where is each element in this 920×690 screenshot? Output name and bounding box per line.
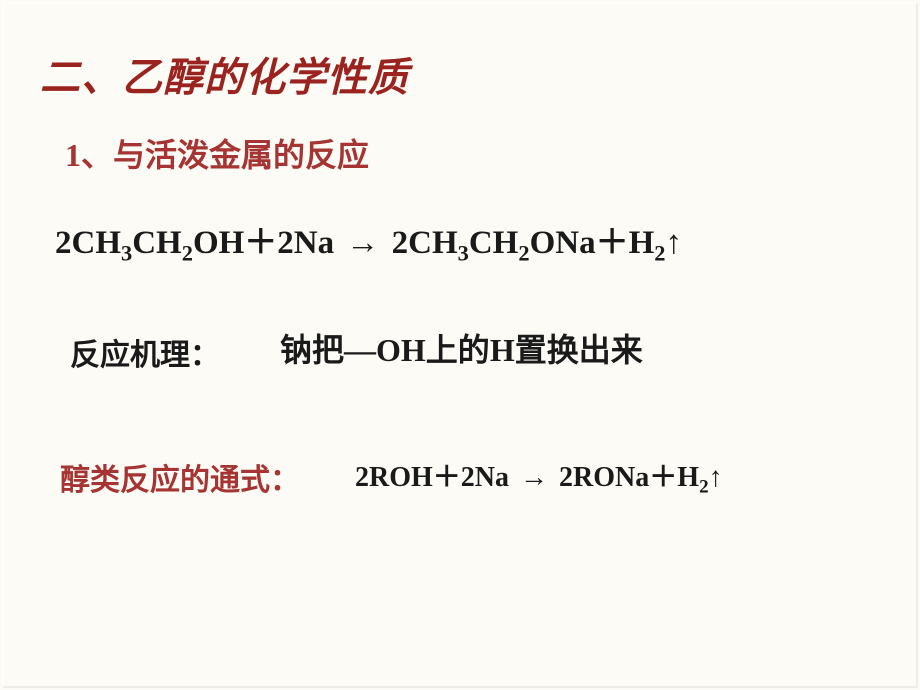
main-equation: 2CH3CH2OH＋2Na → 2CH3CH2ONa＋H2↑ — [55, 215, 682, 263]
mech-mid: 上的 — [426, 332, 490, 368]
eq1-s3: 3 — [458, 241, 469, 266]
mechanism-text: 钠把—OH上的H置换出来 — [280, 325, 643, 371]
eq1-s1: 3 — [121, 241, 132, 266]
eq1-arrow: → — [342, 223, 383, 260]
eq1-plus1: ＋ — [244, 225, 277, 261]
eq1-up: ↑ — [665, 223, 682, 260]
eq2-p3: 2RONa — [559, 462, 649, 493]
mech-pre: 钠把— — [280, 332, 376, 368]
general-formula-label: 醇类反应的通式： — [60, 455, 300, 499]
subsection-number: 1 — [65, 137, 81, 173]
subsection-text: 、与活泼金属的反应 — [81, 137, 369, 173]
mechanism-label: 反应机理： — [70, 330, 220, 374]
eq2-p1: 2ROH — [355, 462, 433, 493]
subsection-heading: 1、与活泼金属的反应 — [65, 130, 369, 176]
eq1-p6: CH — [469, 225, 519, 261]
eq1-plus2: ＋ — [596, 225, 629, 261]
eq2-arrow: → — [516, 461, 552, 492]
mech-oh: OH — [376, 332, 426, 368]
eq2-p2: 2Na — [461, 462, 509, 493]
slide: 二、乙醇的化学性质 1、与活泼金属的反应 2CH3CH2OH＋2Na → 2CH… — [0, 0, 920, 690]
eq1-p8: H — [629, 225, 655, 261]
eq1-p5: 2CH — [392, 225, 458, 261]
eq2-plus1: ＋ — [433, 462, 461, 493]
eq2-plus2: ＋ — [649, 462, 677, 493]
eq1-p7: ONa — [530, 225, 596, 261]
mech-post: 置换出来 — [515, 332, 643, 368]
eq1-p2: CH — [132, 225, 182, 261]
eq1-p1: 2CH — [55, 225, 121, 261]
eq2-p4: H — [677, 462, 699, 493]
eq2-up: ↑ — [709, 461, 723, 492]
general-equation: 2ROH＋2Na → 2RONa＋H2↑ — [355, 455, 723, 495]
eq1-s5: 2 — [654, 241, 665, 266]
section-heading: 二、乙醇的化学性质 — [40, 45, 409, 103]
mech-h: H — [490, 332, 515, 368]
eq1-p4: 2Na — [277, 225, 334, 261]
eq1-s4: 2 — [518, 241, 529, 266]
eq2-s1: 2 — [699, 477, 709, 498]
eq1-s2: 2 — [182, 241, 193, 266]
eq1-p3: OH — [193, 225, 244, 261]
